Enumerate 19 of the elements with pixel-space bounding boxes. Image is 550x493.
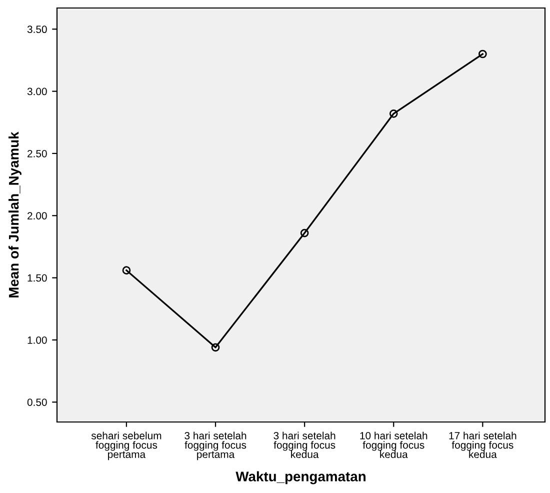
- y-axis-title: Mean of Jumlah_Nyamuk: [8, 132, 22, 298]
- y-tick-label: 2.00: [28, 212, 47, 220]
- point: [300, 228, 309, 238]
- x-axis-title: Waktu_pengamatan: [236, 471, 366, 484]
- x-tick-label: 3 hari setelah fogging focus kedua: [274, 432, 336, 458]
- y-tick-label: 1.00: [28, 336, 47, 344]
- y-tick-label: 3.50: [27, 26, 47, 34]
- y-tick-label: 2.50: [28, 150, 47, 158]
- x-tick-label: 17 hari setelah fogging focus kedua: [449, 432, 516, 458]
- point: [122, 266, 131, 274]
- y-tick-label: 0.50: [27, 398, 47, 406]
- point: [478, 50, 487, 58]
- x-tick-label: 3 hari setelah fogging focus pertama: [184, 432, 246, 460]
- point: [211, 343, 220, 352]
- x-tick-label: 10 hari setelah fogging focus kedua: [360, 432, 428, 458]
- x-tick-label: sehari sebelum fogging focus pertama: [91, 432, 162, 460]
- y-tick-label: 1.50: [28, 274, 47, 282]
- point: [389, 110, 398, 118]
- y-tick-label: 3.00: [27, 88, 47, 96]
